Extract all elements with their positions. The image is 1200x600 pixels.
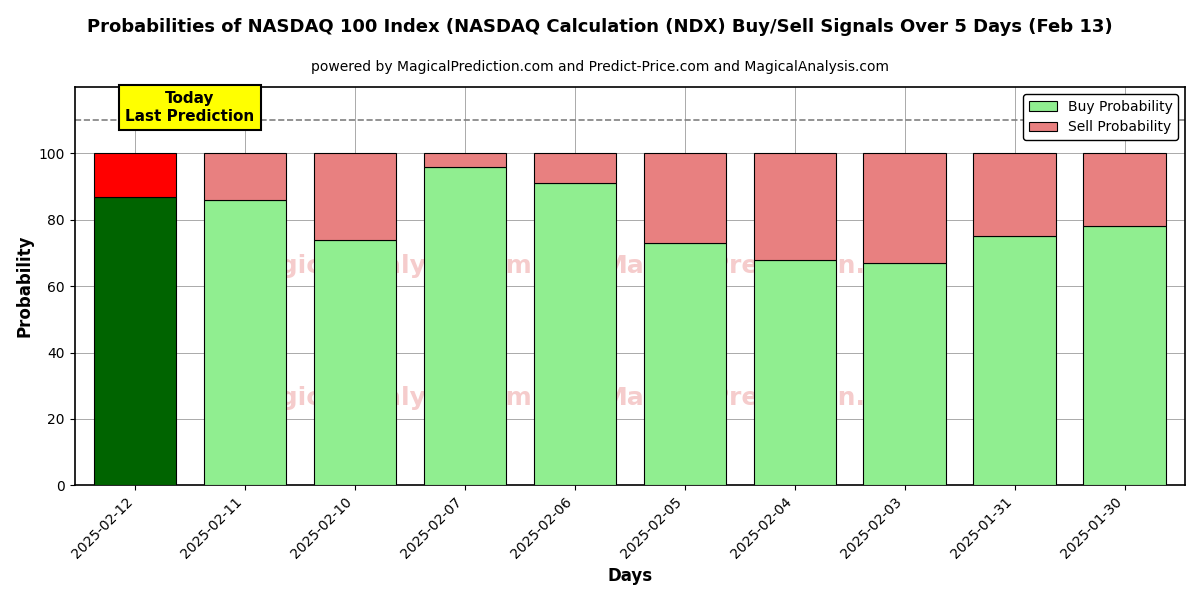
Bar xyxy=(864,263,946,485)
Bar xyxy=(864,154,946,263)
Y-axis label: Probability: Probability xyxy=(16,235,34,337)
Bar xyxy=(1084,226,1165,485)
Text: MagicalAnalysis.com: MagicalAnalysis.com xyxy=(239,254,533,278)
Text: powered by MagicalPrediction.com and Predict-Price.com and MagicalAnalysis.com: powered by MagicalPrediction.com and Pre… xyxy=(311,60,889,74)
Bar xyxy=(754,154,836,260)
Bar xyxy=(204,154,287,200)
Bar xyxy=(424,154,506,167)
Text: MagicalPrediction.com: MagicalPrediction.com xyxy=(602,386,924,410)
Bar xyxy=(94,197,176,485)
Bar xyxy=(643,154,726,243)
Text: MagicalPrediction.com: MagicalPrediction.com xyxy=(602,254,924,278)
Text: Today
Last Prediction: Today Last Prediction xyxy=(126,91,254,124)
Legend: Buy Probability, Sell Probability: Buy Probability, Sell Probability xyxy=(1024,94,1178,140)
Bar xyxy=(973,236,1056,485)
Bar xyxy=(1084,154,1165,226)
Bar xyxy=(313,154,396,239)
Bar xyxy=(204,200,287,485)
Text: Probabilities of NASDAQ 100 Index (NASDAQ Calculation (NDX) Buy/Sell Signals Ove: Probabilities of NASDAQ 100 Index (NASDA… xyxy=(88,18,1112,36)
Bar xyxy=(313,239,396,485)
Text: MagicalAnalysis.com: MagicalAnalysis.com xyxy=(239,386,533,410)
Bar xyxy=(973,154,1056,236)
Bar xyxy=(754,260,836,485)
Bar xyxy=(643,243,726,485)
X-axis label: Days: Days xyxy=(607,567,653,585)
Bar xyxy=(424,167,506,485)
Bar xyxy=(534,183,616,485)
Bar xyxy=(94,154,176,197)
Bar xyxy=(534,154,616,183)
